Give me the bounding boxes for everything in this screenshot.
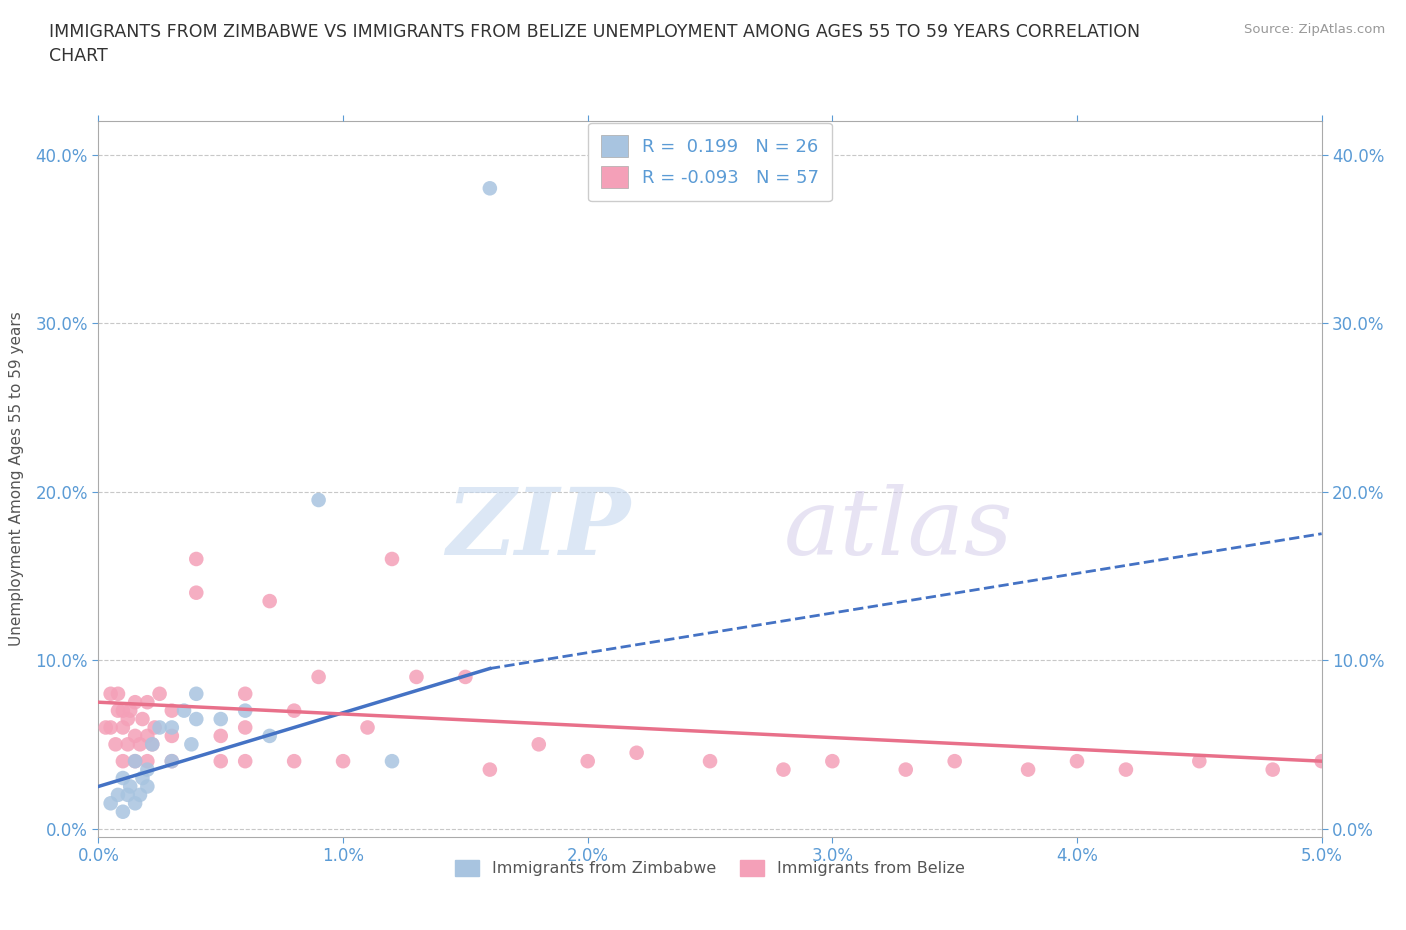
Point [1310, 753, 1333, 768]
Text: atlas: atlas [783, 485, 1012, 574]
Point [111, 804, 134, 819]
Point [356, 720, 378, 735]
Point [111, 720, 134, 735]
Point [107, 788, 129, 803]
Point [454, 670, 477, 684]
Point [160, 753, 183, 768]
Point [173, 703, 195, 718]
Point [124, 753, 146, 768]
Point [143, 720, 166, 735]
Point [120, 779, 142, 794]
Legend: Immigrants from Zimbabwe, Immigrants from Belize: Immigrants from Zimbabwe, Immigrants fro… [449, 854, 972, 883]
Point [124, 753, 146, 768]
Point [308, 670, 330, 684]
Point [111, 753, 134, 768]
Point [107, 686, 129, 701]
Point [111, 703, 134, 718]
Point [100, 796, 122, 811]
Point [131, 711, 153, 726]
Point [160, 753, 183, 768]
Point [117, 711, 139, 726]
Point [131, 771, 153, 786]
Point [283, 753, 305, 768]
Point [1066, 753, 1088, 768]
Point [1261, 763, 1284, 777]
Point [160, 728, 183, 743]
Point [478, 180, 501, 195]
Point [1188, 753, 1211, 768]
Text: Source: ZipAtlas.com: Source: ZipAtlas.com [1244, 23, 1385, 36]
Point [308, 493, 330, 508]
Point [111, 771, 134, 786]
Point [129, 788, 152, 803]
Point [233, 686, 256, 701]
Point [160, 720, 183, 735]
Point [233, 753, 256, 768]
Point [186, 551, 208, 566]
Point [100, 720, 122, 735]
Point [626, 745, 648, 760]
Point [259, 593, 281, 608]
Point [186, 711, 208, 726]
Point [1115, 763, 1137, 777]
Point [381, 551, 404, 566]
Point [124, 728, 146, 743]
Point [129, 737, 152, 751]
Point [186, 585, 208, 600]
Text: ZIP: ZIP [446, 485, 630, 574]
Point [124, 796, 146, 811]
Point [332, 753, 354, 768]
Point [233, 720, 256, 735]
Point [894, 763, 917, 777]
Point [283, 703, 305, 718]
Point [821, 753, 844, 768]
Point [772, 763, 794, 777]
Y-axis label: Unemployment Among Ages 55 to 59 years: Unemployment Among Ages 55 to 59 years [10, 312, 24, 646]
Point [120, 703, 142, 718]
Point [381, 753, 404, 768]
Point [100, 686, 122, 701]
Point [149, 720, 172, 735]
Point [94, 720, 117, 735]
Text: IMMIGRANTS FROM ZIMBABWE VS IMMIGRANTS FROM BELIZE UNEMPLOYMENT AMONG AGES 55 TO: IMMIGRANTS FROM ZIMBABWE VS IMMIGRANTS F… [49, 23, 1140, 65]
Point [259, 728, 281, 743]
Point [576, 753, 599, 768]
Point [136, 779, 159, 794]
Point [141, 737, 163, 751]
Point [209, 753, 232, 768]
Point [136, 763, 159, 777]
Point [209, 711, 232, 726]
Point [180, 737, 202, 751]
Point [117, 737, 139, 751]
Point [405, 670, 427, 684]
Point [209, 728, 232, 743]
Point [136, 753, 159, 768]
Point [943, 753, 966, 768]
Point [136, 728, 159, 743]
Point [136, 695, 159, 710]
Point [107, 703, 129, 718]
Point [478, 763, 501, 777]
Point [1017, 763, 1039, 777]
Point [117, 788, 139, 803]
Point [527, 737, 550, 751]
Point [141, 737, 163, 751]
Point [104, 737, 127, 751]
Point [186, 686, 208, 701]
Point [160, 703, 183, 718]
Point [233, 703, 256, 718]
Point [149, 686, 172, 701]
Point [699, 753, 721, 768]
Point [124, 695, 146, 710]
